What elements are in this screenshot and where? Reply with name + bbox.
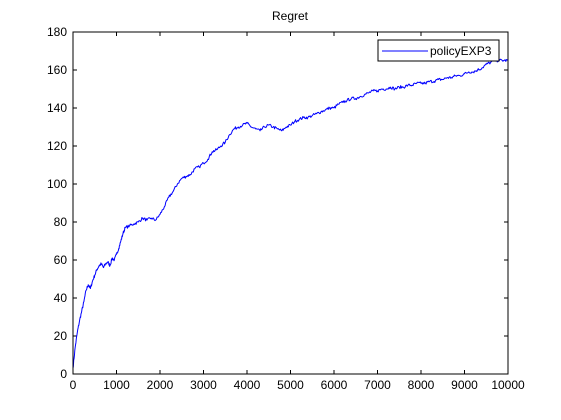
y-tick-label: 140 [47,101,67,115]
y-tick-label: 180 [47,25,67,39]
x-tick-label: 7000 [364,378,391,392]
x-tick-label: 9000 [451,378,478,392]
x-tick-label: 6000 [321,378,348,392]
x-tick-label: 1000 [103,378,130,392]
x-tick-label: 10000 [491,378,525,392]
y-tick-label: 160 [47,63,67,77]
x-tick-label: 0 [70,378,77,392]
y-tick-label: 0 [60,367,67,381]
x-tick-label: 2000 [147,378,174,392]
y-tick-label: 100 [47,177,67,191]
legend: policyEXP3 [378,40,499,61]
x-tick-label: 8000 [408,378,435,392]
x-tick-label: 4000 [234,378,261,392]
y-tick-label: 120 [47,139,67,153]
y-tick-label: 60 [54,253,68,267]
y-tick-label: 40 [54,291,68,305]
x-tick-label: 3000 [190,378,217,392]
y-tick-label: 20 [54,329,68,343]
plot-area [73,32,508,374]
chart-title: Regret [272,9,309,23]
x-tick-label: 5000 [277,378,304,392]
y-tick-label: 80 [54,215,68,229]
legend-label-policyEXP3: policyEXP3 [430,44,492,58]
